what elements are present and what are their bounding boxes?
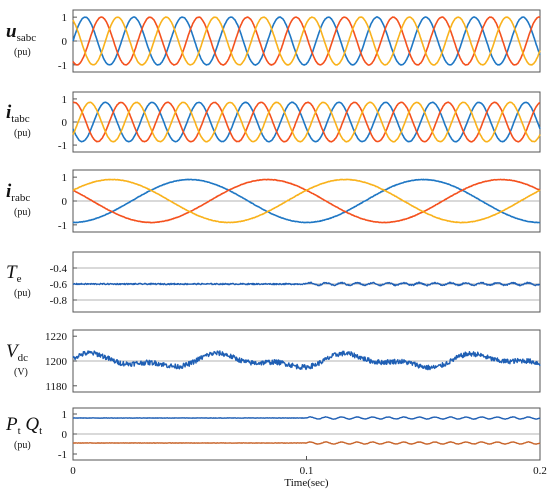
y-tick-label: 0 bbox=[62, 429, 68, 441]
panel-1: 1 0 -1 usabc (pu) bbox=[6, 9, 541, 73]
panel-symbol: usabc bbox=[6, 21, 36, 44]
panel-frame bbox=[72, 251, 541, 313]
panel-unit: (pu) bbox=[14, 47, 31, 58]
y-tick-label: -0.8 bbox=[50, 295, 68, 307]
panel-symbol: Pt Qt bbox=[5, 414, 42, 437]
y-tick-label: -0.4 bbox=[50, 263, 68, 275]
y-tick-label: -1 bbox=[58, 220, 67, 232]
panel-6: 1 0 -1 Pt Qt (pu) bbox=[5, 407, 541, 461]
y-tick-label: 0 bbox=[62, 196, 68, 208]
series-line-3 bbox=[72, 16, 541, 66]
series-line-2 bbox=[72, 16, 541, 66]
panel-symbol: irabc bbox=[6, 181, 30, 204]
symbol-part: t bbox=[18, 425, 21, 437]
y-tick-label: -0.6 bbox=[50, 279, 68, 291]
symbol-part: V bbox=[6, 341, 20, 362]
symbol-part: t bbox=[39, 425, 42, 437]
symbol-part: Q bbox=[21, 414, 40, 435]
symbol-part: tabc bbox=[11, 113, 29, 125]
y-tick-label: -1 bbox=[58, 60, 67, 72]
symbol-part: rabc bbox=[11, 192, 30, 204]
symbol-part: e bbox=[17, 273, 22, 285]
symbol-part: sabc bbox=[17, 32, 37, 44]
panel-5: 1220 1200 1180 Vdc (V) bbox=[6, 329, 541, 393]
series-line-1 bbox=[72, 281, 541, 287]
series-line-3 bbox=[72, 178, 541, 224]
symbol-part: dc bbox=[18, 352, 29, 364]
panel-unit: (pu) bbox=[14, 440, 31, 451]
series-line-2 bbox=[72, 441, 541, 445]
x-axis: 0 0.1 0.2 Time(sec) bbox=[70, 456, 547, 489]
symbol-part: i bbox=[6, 102, 12, 123]
y-tick-label: 1 bbox=[62, 94, 68, 106]
series-line-1 bbox=[72, 416, 541, 420]
y-tick-label: 0 bbox=[62, 36, 68, 48]
series-line-1 bbox=[72, 16, 541, 66]
panel-4: -0.4 -0.6 -0.8 Te (pu) bbox=[6, 251, 541, 313]
y-tick-label: 1180 bbox=[45, 381, 67, 393]
panel-unit: (pu) bbox=[14, 207, 31, 218]
series-line-1 bbox=[72, 101, 541, 143]
panel-3: 1 0 -1 irabc (pu) bbox=[6, 169, 541, 233]
x-tick-label: 0.2 bbox=[533, 465, 547, 477]
panel-symbol: Vdc bbox=[6, 341, 28, 364]
symbol-part: u bbox=[6, 21, 17, 42]
x-tick-label: 0.1 bbox=[300, 465, 314, 477]
series-line-3 bbox=[72, 101, 541, 143]
panel-unit: (pu) bbox=[14, 288, 31, 299]
panel-symbol: itabc bbox=[6, 102, 30, 125]
y-tick-label: 1 bbox=[62, 12, 68, 24]
symbol-part: T bbox=[6, 262, 18, 283]
x-tick-label: 0 bbox=[70, 465, 76, 477]
symbol-part: P bbox=[5, 414, 18, 435]
y-tick-label: 1 bbox=[62, 172, 68, 184]
x-axis-label: Time(sec) bbox=[284, 477, 329, 489]
symbol-part: i bbox=[6, 181, 12, 202]
y-tick-label: 1220 bbox=[45, 331, 68, 343]
y-tick-label: -1 bbox=[58, 449, 67, 461]
series-line-1 bbox=[72, 350, 541, 371]
y-tick-label: 1200 bbox=[45, 356, 68, 368]
panel-symbol: Te bbox=[6, 262, 22, 285]
panel-unit: (pu) bbox=[14, 128, 31, 139]
y-tick-label: -1 bbox=[58, 140, 67, 152]
panel-unit: (V) bbox=[14, 367, 28, 378]
y-tick-label: 0 bbox=[62, 117, 68, 129]
panel-2: 1 0 -1 itabc (pu) bbox=[6, 91, 541, 153]
series-line-2 bbox=[72, 101, 541, 143]
y-tick-label: 1 bbox=[62, 409, 68, 421]
